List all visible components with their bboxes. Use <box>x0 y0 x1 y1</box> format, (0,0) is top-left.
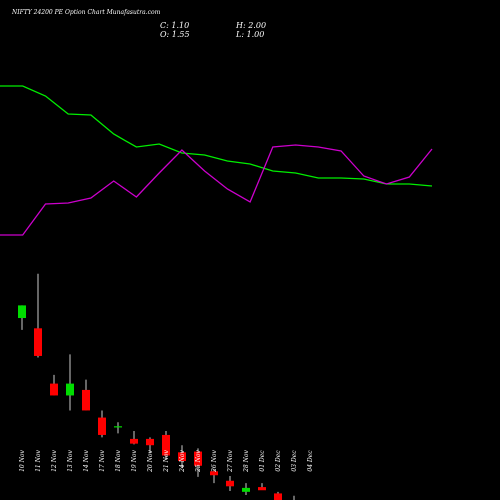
x-tick-label: 14 Nov <box>83 449 90 471</box>
candle <box>130 431 138 445</box>
candle <box>226 476 234 492</box>
candlestick-panel <box>18 273 295 500</box>
high-value: H: 2.00 <box>236 21 267 30</box>
candle-body <box>178 452 186 462</box>
close-value: C: 1.10 <box>160 21 190 30</box>
candle-body <box>130 438 138 444</box>
x-axis: 10 Nov 11 Nov 12 Nov 13 Nov 14 Nov 17 Nov 18 N… <box>19 449 314 472</box>
candle <box>18 305 26 330</box>
candle <box>178 445 186 469</box>
candle-body <box>34 328 42 356</box>
candle <box>98 410 106 438</box>
candle-body <box>146 438 154 446</box>
candle <box>66 354 74 411</box>
open-value: O: 1.55 <box>160 30 190 39</box>
x-tick-label: 10 Nov <box>19 449 26 471</box>
x-tick-label: 27 Nov <box>227 449 234 472</box>
x-tick-label: 19 Nov <box>131 449 138 471</box>
x-tick-label: 13 Nov <box>67 449 74 471</box>
chart-title: NIFTY 24200 PE Option Chart Munafasutra.… <box>12 9 161 16</box>
x-tick-label: 03 Dec <box>291 450 298 472</box>
candle-body <box>98 417 106 435</box>
x-tick-label: 11 Nov <box>35 449 42 471</box>
candle <box>274 491 282 500</box>
candle <box>114 422 122 434</box>
candle-body <box>258 487 266 491</box>
candle-body <box>242 487 250 492</box>
candle <box>258 483 266 491</box>
candle-body <box>162 434 170 456</box>
candle-body <box>50 383 58 396</box>
x-tick-label: 02 Dec <box>275 450 282 472</box>
indicator-line-green <box>0 85 433 187</box>
candle <box>293 495 295 500</box>
candle <box>34 273 42 358</box>
candle-body <box>226 480 234 487</box>
candle-body <box>194 451 202 466</box>
candle <box>210 468 218 484</box>
x-tick-label: 24 Nov <box>179 449 186 472</box>
x-tick-label: 17 Nov <box>99 449 106 471</box>
indicator-panel <box>0 85 433 236</box>
low-value: L: 1.00 <box>236 30 265 39</box>
candle <box>50 374 58 396</box>
x-tick-label: 26 Nov <box>211 449 218 472</box>
candle-body <box>82 389 90 411</box>
candle <box>162 431 170 460</box>
indicator-line-magenta <box>0 144 433 236</box>
candle-body <box>210 471 218 476</box>
candle-body <box>18 305 26 319</box>
x-tick-label: 21 Nov <box>163 449 170 472</box>
x-tick-label: 04 Dec <box>307 450 314 472</box>
x-tick-label: 28 Nov <box>243 449 250 472</box>
x-tick-label: 01 Dec <box>259 450 266 472</box>
candle <box>146 437 154 454</box>
candle <box>242 483 250 495</box>
x-tick-label: 20 Nov <box>147 449 154 472</box>
candle-body <box>274 493 282 500</box>
candle-body <box>66 383 74 396</box>
x-tick-label: 12 Nov <box>51 449 58 471</box>
x-tick-label: 25 Nov <box>195 449 202 472</box>
candle <box>82 379 90 411</box>
candle <box>194 448 202 477</box>
x-tick-label: 18 Nov <box>115 449 122 471</box>
candle-body <box>114 426 122 428</box>
